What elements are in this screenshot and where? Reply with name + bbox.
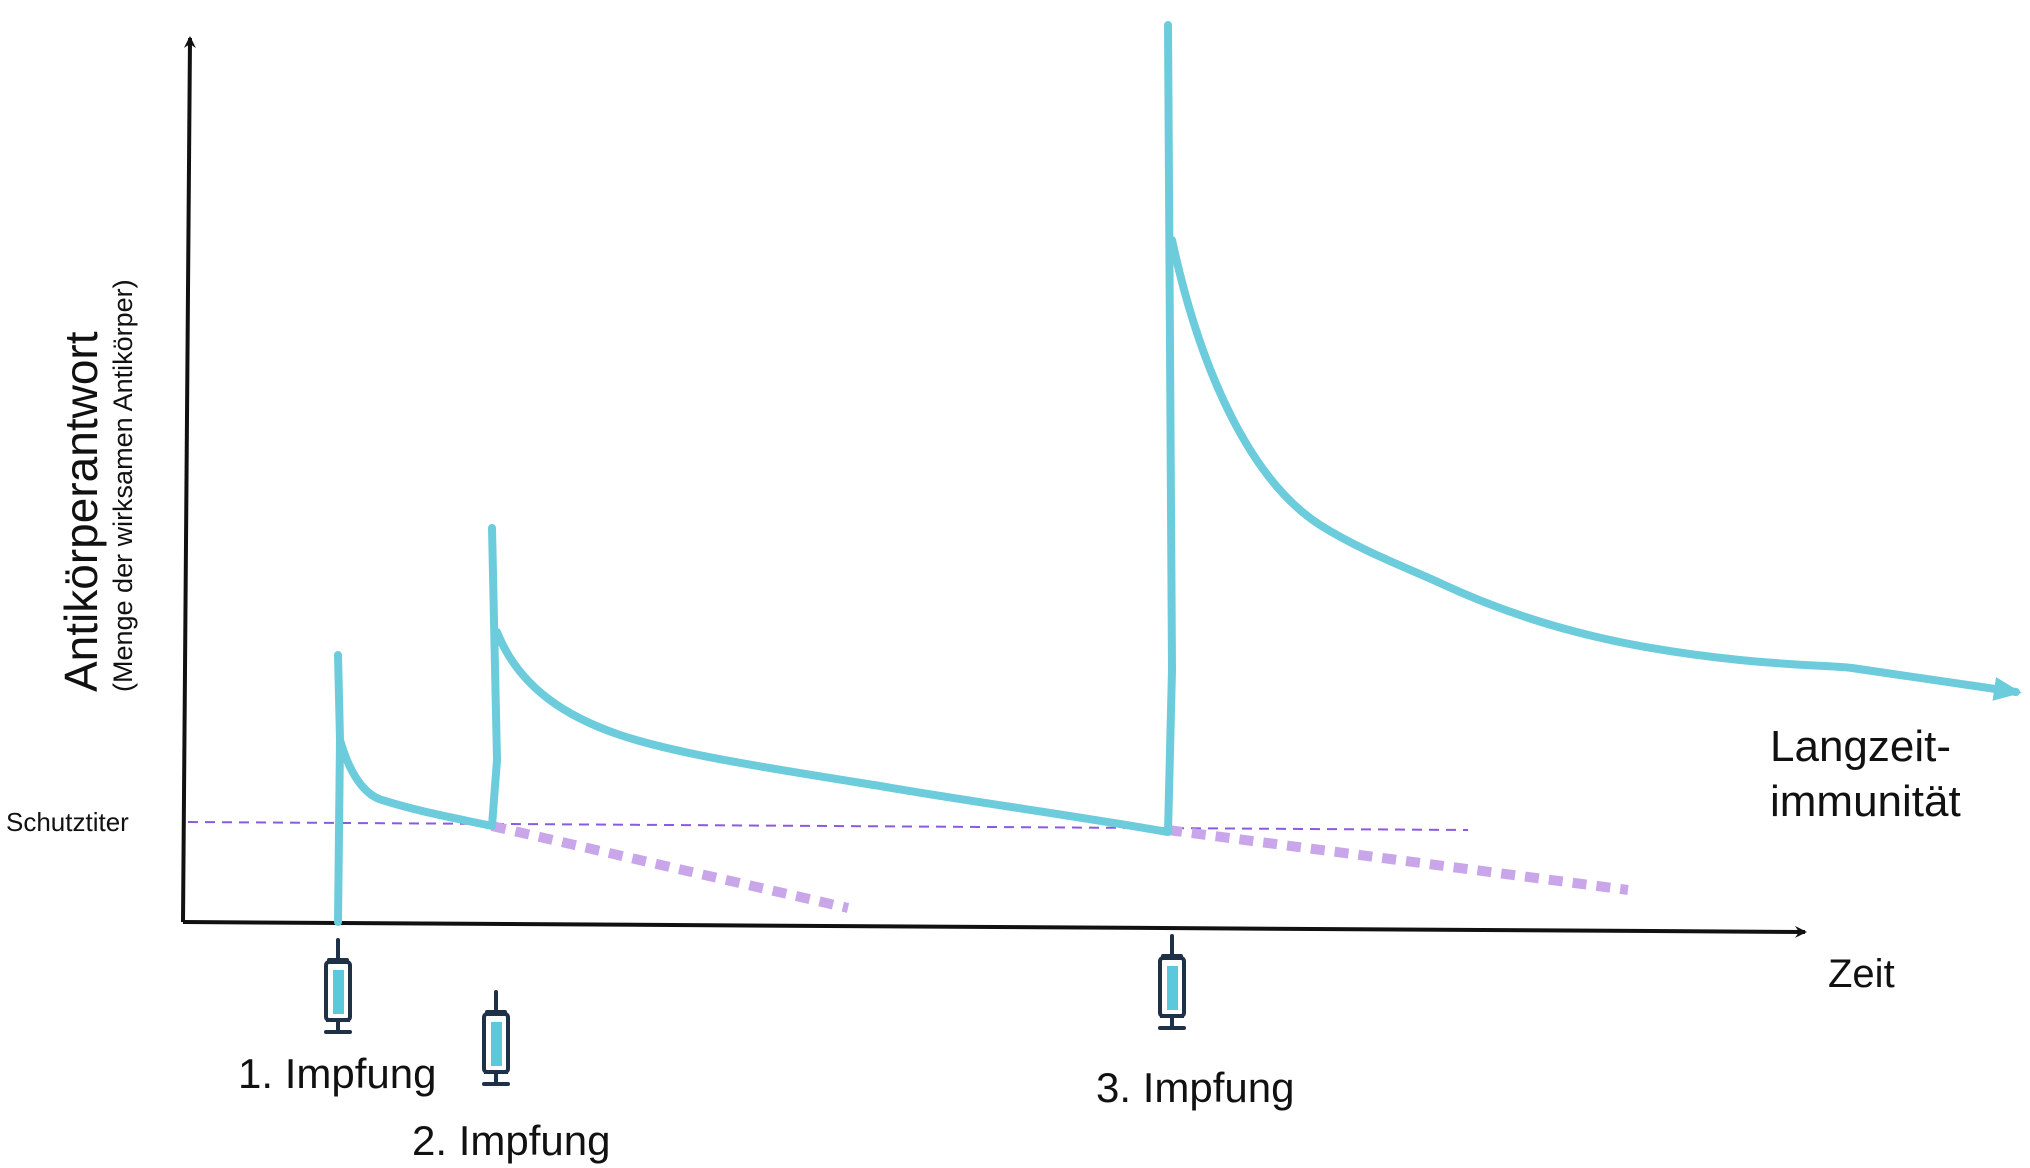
decay-projection-2: [1167, 825, 1629, 895]
reference-line: [187, 821, 1469, 831]
reference-line-label: Schutztiter: [6, 807, 129, 837]
y-axis-subtitle: (Menge der wirksamen Antikörper): [108, 279, 138, 692]
syringe-icon: [482, 990, 510, 1086]
syringe-icon: [1158, 934, 1186, 1030]
y-axis: [181, 36, 196, 923]
x-axis-title: Zeit: [1828, 952, 1895, 996]
syringe-icon: [324, 938, 352, 1034]
x-axis: [182, 920, 1807, 938]
vaccination-label-3: 3. Impfung: [1096, 1064, 1294, 1111]
decay-projection-1: [490, 821, 850, 913]
end-label-line-2: immunität: [1770, 777, 1961, 826]
vaccination-label-2: 2. Impfung: [412, 1117, 610, 1164]
y-axis-title: Antikörperantwort: [55, 331, 107, 692]
end-label-line-1: Langzeit-: [1770, 722, 1951, 771]
antibody-curve: [334, 21, 2016, 926]
vaccination-label-1: 1. Impfung: [238, 1050, 436, 1097]
